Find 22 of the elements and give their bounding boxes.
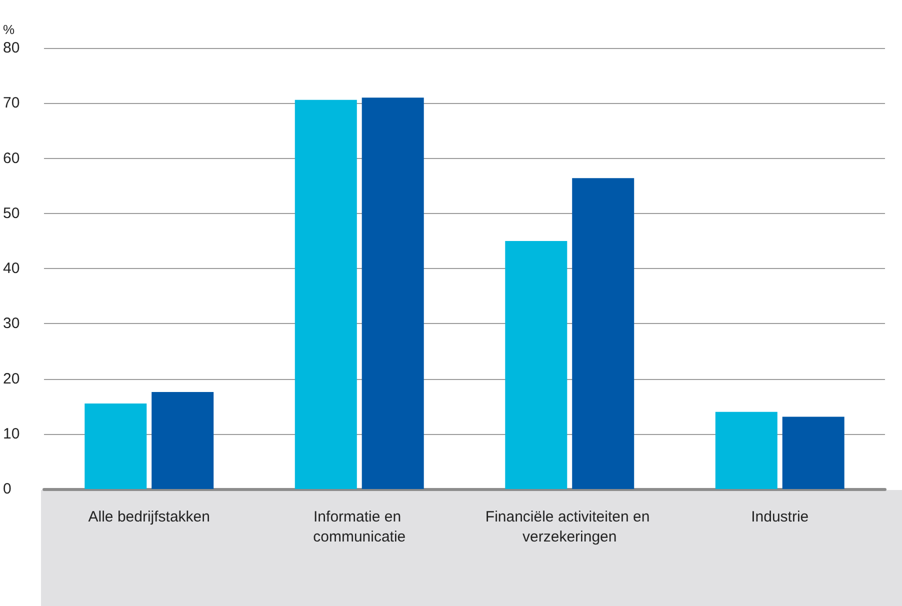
y-tick-label: 0 xyxy=(3,480,12,498)
y-tick-label: 30 xyxy=(3,315,20,332)
x-tick-label: Financiële activiteiten en verzekeringen xyxy=(485,508,654,546)
bar xyxy=(715,412,778,489)
y-tick-label: 60 xyxy=(3,150,20,167)
y-tick-label: 20 xyxy=(3,370,20,388)
y-tick-label: 10 xyxy=(3,425,20,442)
bar xyxy=(782,416,844,489)
bar xyxy=(505,240,568,489)
bar xyxy=(84,404,147,489)
y-tick-label: 80 xyxy=(3,40,20,56)
y-tick-label: 40 xyxy=(3,260,20,277)
bar xyxy=(152,392,214,489)
y-tick-label: 50 xyxy=(3,204,20,222)
bar xyxy=(572,178,634,489)
y-axis-title: % xyxy=(3,22,15,37)
y-tick-label: 70 xyxy=(3,94,20,112)
x-tick-label: Industrie xyxy=(751,508,809,526)
x-tick-label: Informatie en communicatie xyxy=(313,508,406,546)
x-tick-label: Alle bedrijfstakken xyxy=(88,508,210,526)
bar xyxy=(362,98,424,489)
bar xyxy=(294,100,357,489)
